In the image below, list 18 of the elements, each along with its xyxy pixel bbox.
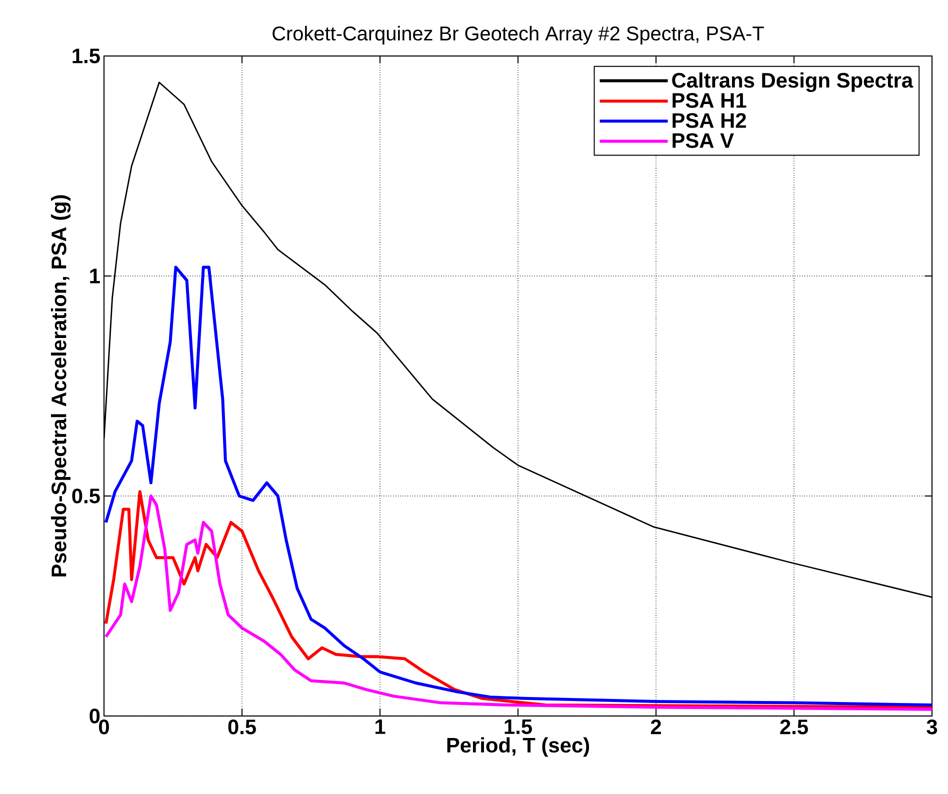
legend-label: PSA H1 <box>672 93 746 108</box>
x-tick-label: 3 <box>926 720 938 734</box>
y-axis-title: Pseudo-Spectral Acceleration, PSA (g) <box>50 195 71 576</box>
x-tick-label: 0.5 <box>228 720 256 734</box>
legend-label: PSA H2 <box>672 113 746 128</box>
legend-label: Caltrans Design Spectra <box>672 72 914 92</box>
x-axis-title: Period, T (sec) <box>447 737 590 757</box>
chart-title: Crokett-Carquinez Br Geotech Array #2 Spectra, PSA-T <box>272 26 764 44</box>
x-tick-label: 2 <box>650 720 661 734</box>
x-tick-label: 2.5 <box>780 720 808 734</box>
x-tick-label: 1.5 <box>504 720 532 734</box>
y-tick-label: 1 <box>90 268 100 284</box>
line-series <box>104 266 932 706</box>
legend-label: PSA V <box>672 133 734 148</box>
y-tick-label: 0.5 <box>72 488 100 504</box>
x-tick-label: 1 <box>376 720 386 734</box>
y-tick-label: 0 <box>90 708 100 724</box>
y-tick-label: 1.5 <box>72 48 100 64</box>
